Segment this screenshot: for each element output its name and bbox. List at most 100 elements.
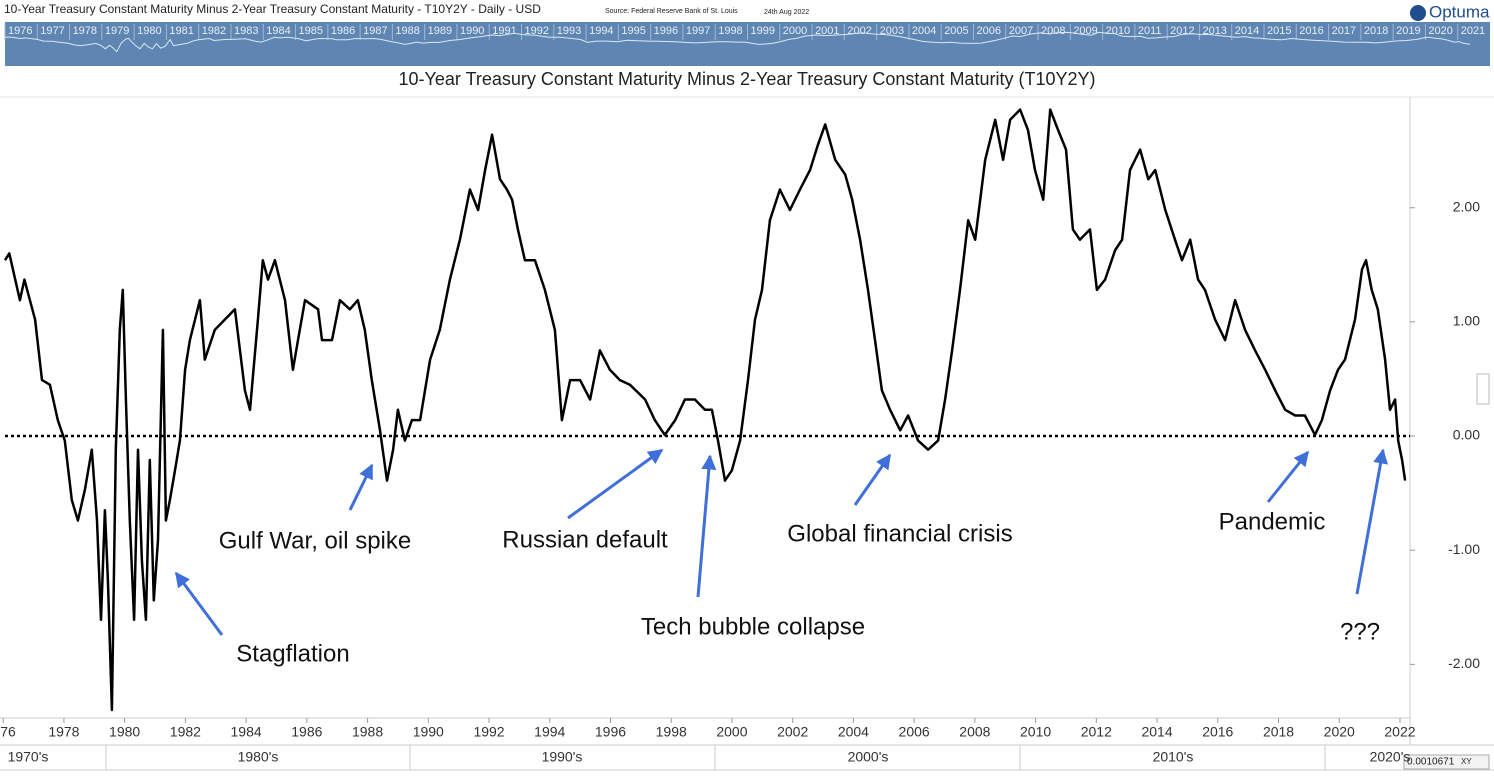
navigator-year: 2007 (1009, 25, 1033, 37)
navigator-year: 1993 (557, 25, 581, 37)
y-tick-label: 0.00 (1453, 427, 1480, 443)
annotation-arrow (348, 463, 374, 511)
annotation: Russian default (502, 526, 668, 553)
scale-box[interactable] (1403, 754, 1490, 770)
x-tick-label: 2018 (1263, 724, 1294, 740)
logo-icon (1410, 5, 1426, 21)
logo: Optuma (1429, 2, 1490, 21)
navigator-year: 2014 (1235, 25, 1259, 37)
annotation: Gulf War, oil spike (219, 527, 412, 554)
decade-label: 1990's (542, 749, 583, 765)
navigator-year: 1996 (654, 25, 678, 37)
navigator-year: 2005 (944, 25, 968, 37)
annotation-arrow (1355, 448, 1388, 595)
navigator-year: 1994 (589, 25, 613, 37)
navigator-year: 1992 (525, 25, 549, 37)
x-tick-label: 2008 (959, 724, 990, 740)
navigator-year: 1985 (299, 25, 323, 37)
x-tick-label: 1982 (170, 724, 201, 740)
decade-label: 2020's (1370, 749, 1411, 765)
side-toggle[interactable] (1476, 373, 1490, 405)
annotation: ??? (1340, 618, 1380, 645)
x-tick-label: 76 (0, 724, 16, 740)
navigator-year: 1999 (751, 25, 775, 37)
x-tick-label: 2004 (838, 724, 869, 740)
navigator-year: 2018 (1364, 25, 1388, 37)
navigator-year: 1979 (105, 25, 129, 37)
annotation: Global financial crisis (787, 520, 1012, 547)
navigator-year: 2019 (1396, 25, 1420, 37)
x-tick-label: 1984 (231, 724, 262, 740)
navigator-year: 2020 (1428, 25, 1452, 37)
x-tick-label: 1996 (595, 724, 626, 740)
line (3, 108, 1407, 712)
navigator-year: 2021 (1461, 25, 1485, 37)
y-tick-label: -2.00 (1448, 655, 1480, 671)
navigator-year: 2002 (847, 25, 871, 37)
navigator-year: 1986 (331, 25, 355, 37)
header-date: 24th Aug 2022 (764, 9, 809, 16)
x-tick-label: 2016 (1202, 724, 1233, 740)
x-tick-label: 2014 (1141, 724, 1172, 740)
navigator-year: 1989 (428, 25, 452, 37)
x-tick-label: 2012 (1081, 724, 1112, 740)
navigator-year: 1984 (266, 25, 290, 37)
navigator-year: 2011 (1138, 25, 1162, 37)
navigator-year: 2006 (976, 25, 1000, 37)
x-tick-label: 1998 (656, 724, 687, 740)
decade-label: 2000's (848, 749, 889, 765)
x-tick-label: 1980 (109, 724, 140, 740)
decade-label: 1980's (238, 749, 279, 765)
x-tick-label: 1992 (473, 724, 504, 740)
header-source: Source: Federal Reserve Bank of St. Loui… (605, 8, 738, 15)
annotation: Pandemic (1219, 508, 1326, 535)
navigator-year: 1980 (137, 25, 161, 37)
navigator-year: 2015 (1267, 25, 1291, 37)
navigator-year: 1987 (363, 25, 387, 37)
annotation-arrow (567, 448, 664, 520)
decade-label: 2010's (1153, 749, 1194, 765)
scale-mode[interactable]: XY (1461, 757, 1472, 766)
navigator-year: 2001 (815, 25, 839, 37)
navigator-year: 1988 (395, 25, 419, 37)
scale-value: 0.0010671 (1407, 757, 1455, 768)
x-tick-label: 1978 (48, 724, 79, 740)
annotation: Tech bubble collapse (641, 613, 865, 640)
navigator-year: 2008 (1041, 25, 1065, 37)
y-tick-label: 2.00 (1453, 198, 1480, 214)
x-tick-label: 1986 (291, 724, 322, 740)
annotation-arrow (1266, 450, 1310, 503)
y-tick-label: -1.00 (1448, 541, 1480, 557)
navigator-year: 2003 (880, 25, 904, 37)
annotation: Stagflation (236, 640, 349, 667)
navigator-year: 1978 (73, 25, 97, 37)
x-tick-label: 1988 (352, 724, 383, 740)
navigator-year: 2004 (912, 25, 936, 37)
navigator-year: 2000 (783, 25, 807, 37)
x-tick-label: 1994 (534, 724, 565, 740)
annotation-arrow (853, 453, 892, 506)
navigator-line (4, 31, 1471, 53)
navigator-year: 2013 (1202, 25, 1226, 37)
x-tick-label: 2022 (1384, 724, 1415, 740)
x-tick-label: 2002 (777, 724, 808, 740)
annotation-arrow (696, 454, 717, 598)
navigator-year: 2016 (1299, 25, 1323, 37)
x-tick-label: 2006 (899, 724, 930, 740)
navigator-year: 1981 (169, 25, 193, 37)
navigator-year: 1997 (686, 25, 710, 37)
x-tick-label: 2000 (716, 724, 747, 740)
chart-title: 10-Year Treasury Constant Maturity Minus… (399, 69, 1096, 89)
navigator-year: 1990 (460, 25, 484, 37)
x-tick-label: 2020 (1324, 724, 1355, 740)
annotation-arrow (174, 571, 224, 636)
decade-label: 1970's (8, 749, 49, 765)
navigator-year: 1998 (718, 25, 742, 37)
y-tick-label: 1.00 (1453, 313, 1480, 329)
header-title: 10-Year Treasury Constant Maturity Minus… (4, 2, 541, 16)
x-tick-label: 1990 (413, 724, 444, 740)
navigator-year: 1983 (234, 25, 258, 37)
navigator-year: 1995 (621, 25, 645, 37)
